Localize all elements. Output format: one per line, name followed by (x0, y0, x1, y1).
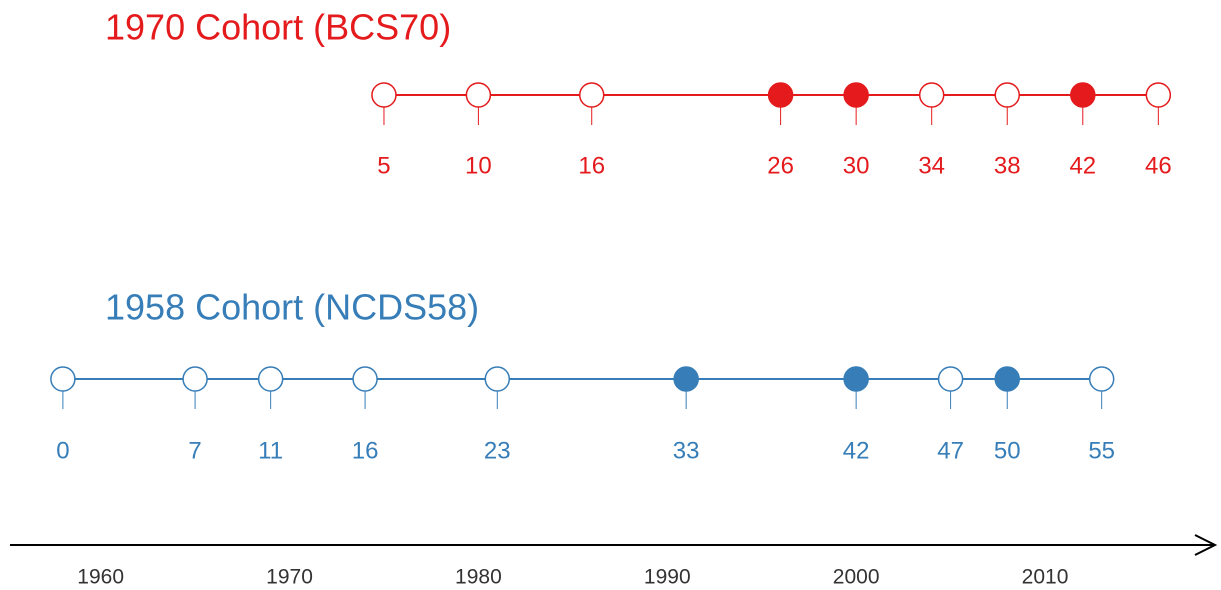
x-tick-label: 1960 (77, 566, 124, 589)
sweep-marker (50, 366, 76, 392)
age-label: 47 (937, 437, 964, 464)
age-label: 10 (465, 152, 492, 179)
x-tick-label: 1970 (266, 566, 313, 589)
sweep-marker (182, 366, 208, 392)
sweep-marker (1088, 366, 1115, 392)
age-label: 16 (352, 437, 379, 464)
age-label: 16 (578, 152, 605, 179)
age-label: 26 (767, 152, 794, 179)
sweep-marker (937, 366, 964, 392)
sweep-marker (465, 82, 492, 108)
sweep-marker (371, 82, 397, 108)
series-title: 1958 Cohort (NCDS58) (105, 287, 479, 328)
sweep-marker (578, 82, 605, 108)
sweep-marker (1070, 82, 1096, 108)
age-label: 38 (994, 152, 1021, 179)
age-label: 42 (843, 437, 870, 464)
sweep-marker (673, 366, 699, 392)
x-tick-label: 1980 (455, 566, 502, 589)
sweep-marker (918, 82, 945, 108)
x-tick-label: 2010 (1022, 566, 1069, 589)
series-title: 1970 Cohort (BCS70) (105, 7, 451, 48)
age-label: 46 (1145, 152, 1172, 179)
age-label: 33 (673, 437, 700, 464)
sweep-marker (843, 82, 869, 108)
sweep-marker (352, 366, 378, 392)
age-label: 55 (1088, 437, 1115, 464)
sweep-marker (484, 366, 511, 392)
age-label: 30 (843, 152, 870, 179)
age-label: 5 (377, 152, 390, 179)
x-tick-label: 1990 (644, 566, 691, 589)
age-label: 0 (56, 437, 69, 464)
sweep-marker (994, 366, 1020, 392)
age-label: 11 (258, 437, 283, 464)
sweep-marker (767, 82, 794, 108)
age-label: 23 (484, 437, 511, 464)
axis-arrow (1194, 534, 1218, 556)
x-tick-label: 2000 (833, 566, 880, 589)
age-label: 7 (188, 437, 201, 464)
sweep-marker (843, 366, 869, 392)
age-label: 34 (918, 152, 945, 179)
sweep-marker (994, 82, 1020, 108)
age-label: 50 (994, 437, 1021, 464)
sweep-marker (257, 366, 284, 392)
age-label: 42 (1069, 152, 1096, 179)
sweep-marker (1145, 82, 1172, 108)
